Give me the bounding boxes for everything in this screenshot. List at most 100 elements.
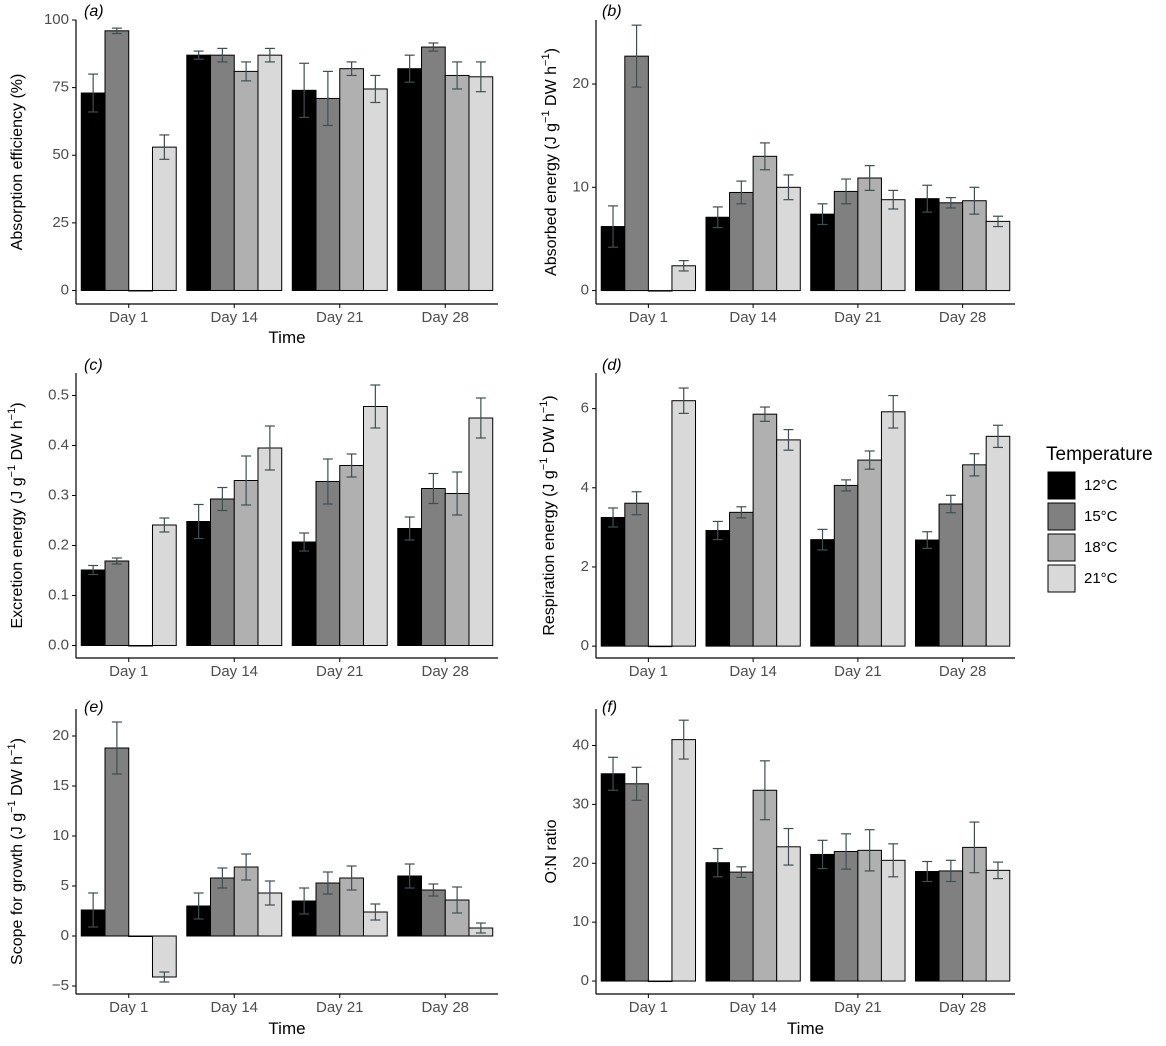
bar — [151, 524, 177, 646]
bar — [810, 853, 835, 982]
bar — [315, 481, 341, 646]
bar — [104, 30, 130, 291]
bar — [315, 97, 341, 291]
y-tick-label: 10 — [572, 178, 589, 195]
y-tick-label: 0.5 — [48, 386, 69, 403]
y-tick-label: 15 — [52, 777, 69, 794]
bar — [810, 539, 835, 647]
y-tick-label: 0 — [61, 281, 69, 298]
y-tick-label: 0 — [61, 927, 69, 944]
bar — [752, 155, 778, 292]
bar — [729, 191, 754, 292]
y-tick-label: 0.3 — [48, 486, 69, 503]
bar — [468, 76, 494, 291]
y-tick-label: 100 — [44, 11, 69, 28]
bar — [600, 773, 626, 982]
y-tick-label: 2 — [581, 558, 589, 575]
x-tick-label: Day 1 — [109, 309, 148, 326]
legend-entry: 18°C — [1084, 539, 1118, 556]
bar — [128, 935, 153, 937]
panel-label: (a) — [84, 3, 104, 20]
y-tick-label: 0.0 — [48, 636, 69, 653]
y-tick-label: 75 — [52, 79, 69, 96]
legend-swatch — [1047, 533, 1076, 562]
bar — [729, 871, 754, 982]
bar — [857, 177, 882, 292]
x-tick-label: Day 1 — [629, 663, 668, 680]
bar — [776, 439, 801, 647]
bar — [80, 569, 106, 646]
bar — [186, 54, 212, 291]
y-tick-label: 5 — [61, 877, 69, 894]
legend-swatch — [1047, 564, 1076, 593]
x-tick-label: Day 28 — [939, 309, 987, 326]
bar — [880, 859, 906, 982]
panel-label: (d) — [602, 357, 622, 374]
bar — [729, 511, 754, 647]
bar — [339, 68, 364, 291]
bar — [210, 498, 235, 646]
bar — [705, 216, 731, 292]
chart-panel-f: 0 10 20 30 40 Day 1 Day 14 Day 21 Day 28 (f) O:N r… — [543, 699, 1015, 1038]
y-tick-label: −5 — [52, 977, 69, 994]
x-tick-label: Day 14 — [729, 663, 777, 680]
bar — [624, 502, 649, 647]
bar — [421, 46, 446, 291]
x-tick-label: Day 1 — [629, 999, 668, 1016]
x-tick-label: Day 1 — [629, 309, 668, 326]
bar — [468, 417, 494, 646]
bar — [624, 783, 649, 982]
bar — [810, 213, 835, 292]
bar — [647, 645, 673, 648]
y-tick-label: 20 — [52, 727, 69, 744]
bar — [880, 199, 906, 292]
bar — [880, 411, 906, 647]
y-tick-label: 4 — [581, 479, 589, 496]
bar — [151, 935, 177, 978]
bar — [362, 406, 388, 646]
legend-entry: 15°C — [1084, 508, 1118, 525]
x-tick-label: Day 14 — [729, 999, 777, 1016]
y-axis-label: Respiration energy (J g−1 DW h−1) — [538, 395, 558, 635]
y-tick-label: 40 — [572, 736, 589, 753]
bar — [647, 980, 673, 983]
panel-label: (b) — [602, 3, 622, 20]
x-tick-label: Day 14 — [210, 309, 258, 326]
bar — [104, 747, 130, 937]
bar — [833, 851, 859, 982]
bar — [985, 220, 1011, 292]
x-tick-label: Day 1 — [109, 999, 148, 1016]
bar — [705, 862, 731, 982]
bar — [776, 186, 801, 292]
bar — [80, 92, 106, 291]
bar — [104, 560, 130, 646]
bar — [151, 146, 177, 291]
bar — [833, 484, 859, 647]
panel-label: (c) — [84, 357, 103, 374]
y-axis-label: Absorption efficiency (%) — [9, 74, 26, 251]
bar — [776, 846, 801, 982]
y-tick-label: 0.2 — [48, 536, 69, 553]
chart-panel-c: 0.0 0.1 0.2 0.3 0.4 0.5 Day 1 Day 14 Day 21 Day 2… — [6, 357, 498, 680]
bar — [397, 68, 423, 291]
bar — [257, 447, 283, 646]
x-axis-label: Time — [268, 1019, 305, 1038]
y-tick-label: 20 — [572, 854, 589, 871]
legend-entry: 12°C — [1084, 477, 1118, 494]
bar — [291, 541, 317, 646]
bar — [938, 870, 964, 982]
bar — [857, 459, 882, 647]
y-tick-label: 25 — [52, 214, 69, 231]
y-tick-label: 0.1 — [48, 586, 69, 603]
y-tick-label: 30 — [572, 795, 589, 812]
x-tick-label: Day 28 — [421, 663, 469, 680]
x-tick-label: Day 21 — [316, 663, 364, 680]
y-axis-label: Absorbed energy (J g−1 DW h−1) — [540, 48, 560, 276]
bar — [938, 503, 964, 647]
panel-label: (f) — [602, 699, 617, 716]
x-tick-label: Day 21 — [834, 309, 882, 326]
bar — [233, 70, 259, 291]
y-tick-label: 20 — [572, 75, 589, 92]
y-tick-label: 10 — [52, 827, 69, 844]
